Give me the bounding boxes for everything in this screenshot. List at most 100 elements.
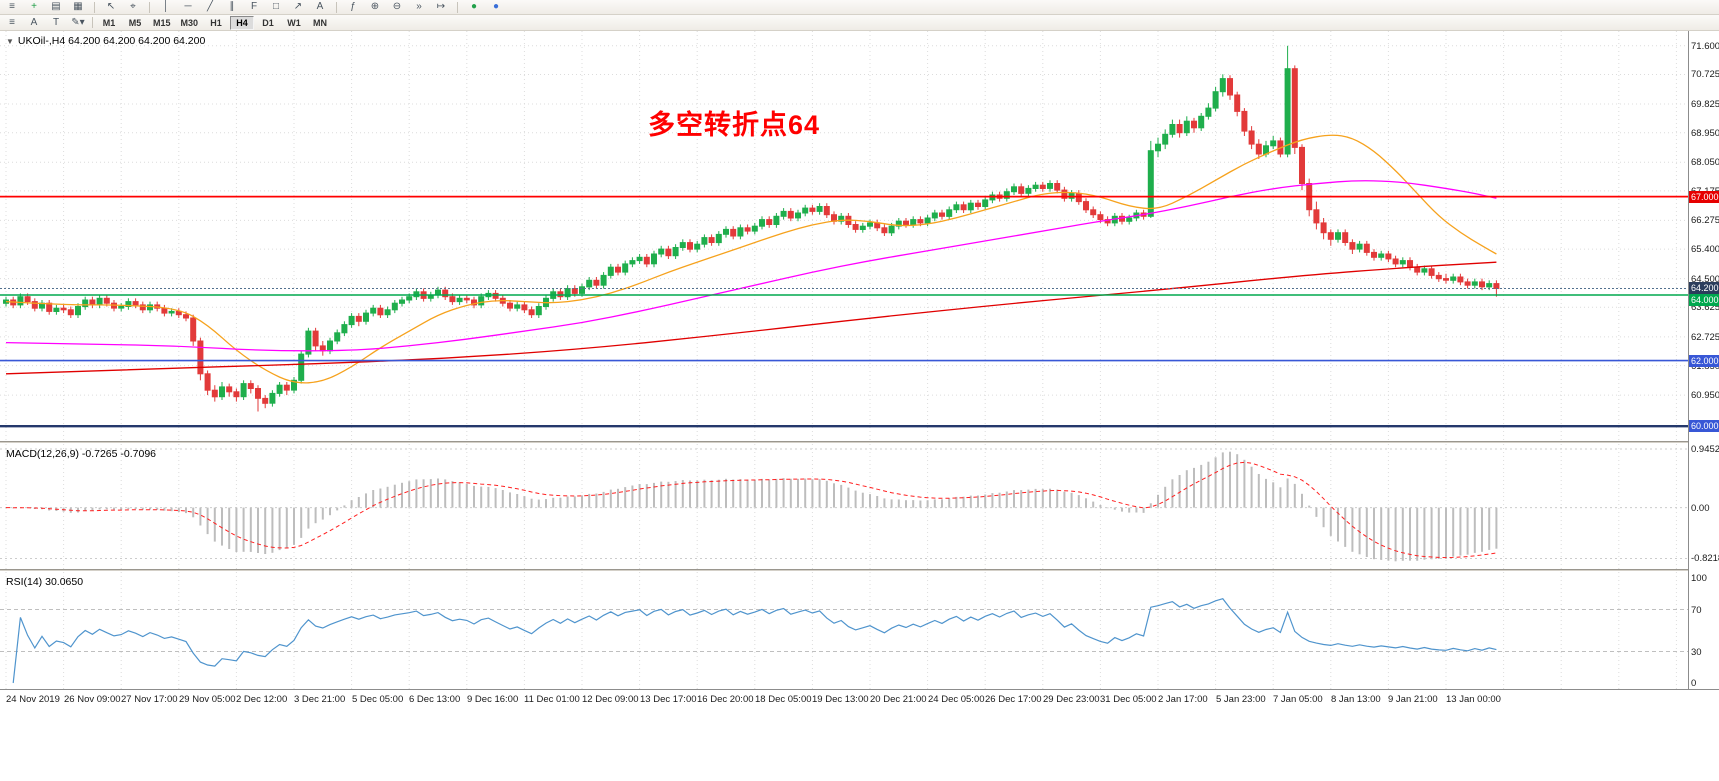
toolbar-draw-tools: ≡ A T ✎▾ — [2, 16, 88, 29]
tf-button-d1[interactable]: D1 — [256, 16, 280, 30]
tf-button-m1[interactable]: M1 — [97, 16, 121, 30]
pane-separator-rsi[interactable] — [0, 569, 1719, 572]
time-axis-label: 12 Dec 09:00 — [582, 694, 639, 705]
rsi-tick-label: 70 — [1691, 605, 1702, 616]
ma-fast-orange-line — [5, 134, 1497, 384]
profiles-icon[interactable]: ▦ — [68, 1, 88, 14]
time-axis-label: 24 Nov 2019 — [6, 694, 60, 705]
price-level-tag-67.000[interactable]: 67.000 — [1689, 191, 1719, 203]
menu-icon[interactable]: ≡ — [2, 1, 22, 14]
grid — [0, 572, 1688, 689]
time-axis-label: 8 Jan 13:00 — [1331, 694, 1381, 705]
tf-button-m30[interactable]: M30 — [177, 16, 203, 30]
price-tick-label: 71.600 — [1691, 41, 1719, 52]
objects-list-icon[interactable]: ≡ — [2, 16, 22, 29]
time-axis-label: 19 Dec 13:00 — [812, 694, 869, 705]
chart-window-icon[interactable]: ▤ — [46, 1, 66, 14]
macd-histogram — [12, 451, 1498, 562]
new-chart-icon[interactable]: + — [24, 1, 44, 14]
trendline-icon[interactable]: ╱ — [200, 1, 220, 14]
arrow-objects-icon[interactable]: ↗ — [288, 1, 308, 14]
price-tick-label: 68.050 — [1691, 157, 1719, 168]
time-axis-label: 7 Jan 05:00 — [1273, 694, 1323, 705]
fibonacci-icon[interactable]: F — [244, 1, 264, 14]
time-axis-label: 3 Dec 21:00 — [294, 694, 346, 705]
price-level-tag-64.200[interactable]: 64.200 — [1689, 282, 1719, 294]
toolbar-separator — [336, 1, 337, 13]
main-chart-canvas[interactable] — [0, 31, 1688, 441]
pane-separator-macd[interactable] — [0, 441, 1719, 444]
auto-scroll-icon[interactable]: » — [409, 1, 429, 14]
time-axis-label: 31 Dec 05:00 — [1100, 694, 1157, 705]
tf-button-h4[interactable]: H4 — [230, 15, 255, 30]
cursor-icon[interactable]: ↖ — [101, 1, 121, 14]
time-axis-label: 27 Nov 17:00 — [121, 694, 178, 705]
symbol-name: UKOil-,H4 — [17, 35, 66, 47]
toolbar-separator — [149, 1, 150, 13]
toolbar-separator — [92, 17, 93, 28]
text-icon[interactable]: A — [310, 1, 330, 14]
crosshair-icon[interactable]: ⌖ — [123, 1, 143, 14]
timeframe-buttons: M1 M5 M15 M30 H1 H4 D1 W1 MN — [97, 15, 332, 30]
rsi-indicator-label: RSI(14) 30.0650 — [6, 576, 84, 588]
time-axis[interactable]: 24 Nov 2019 26 Nov 09:00 27 Nov 17:00 29 No… — [0, 689, 1719, 712]
rsi-line — [12, 598, 1497, 684]
toolbar-timeframes: ≡ A T ✎▾ M1 M5 M15 M30 H1 H4 D1 W1 MN — [0, 15, 1719, 31]
one-click-trading-arrow[interactable]: ▼ — [6, 37, 14, 46]
tf-button-w1[interactable]: W1 — [282, 16, 306, 30]
vertical-line-icon[interactable]: │ — [156, 1, 176, 14]
time-axis-label: 29 Nov 05:00 — [179, 694, 236, 705]
chart-region: ▼ UKOil-,H4 64.200 64.200 64.200 64.200 多… — [0, 31, 1719, 712]
text-t-icon[interactable]: T — [46, 16, 66, 29]
macd-tick-label: 0.9452 — [1691, 444, 1719, 455]
tf-button-h1[interactable]: H1 — [204, 16, 228, 30]
tf-button-m5[interactable]: M5 — [123, 16, 147, 30]
expert-advisors-icon[interactable]: ● — [486, 1, 506, 14]
zoom-out-icon[interactable]: ⊖ — [387, 1, 407, 14]
time-axis-label: 9 Dec 16:00 — [467, 694, 519, 705]
time-axis-label: 29 Dec 23:00 — [1043, 694, 1100, 705]
ohlc-values: 64.200 64.200 64.200 64.200 — [68, 35, 206, 47]
tf-button-m15[interactable]: M15 — [149, 16, 175, 30]
time-axis-label: 5 Dec 05:00 — [352, 694, 404, 705]
price-level-tag-62.000[interactable]: 62.000 — [1689, 355, 1719, 367]
time-axis-label: 16 Dec 20:00 — [697, 694, 754, 705]
rsi-pane-canvas[interactable] — [0, 572, 1688, 689]
zoom-in-icon[interactable]: ⊕ — [365, 1, 385, 14]
price-tick-label: 64.500 — [1691, 274, 1719, 285]
time-axis-label: 26 Nov 09:00 — [64, 694, 121, 705]
draw-pencil-icon[interactable]: ✎▾ — [68, 16, 88, 29]
macd-signal-line — [5, 461, 1497, 559]
shapes-icon[interactable]: □ — [266, 1, 286, 14]
grid — [0, 444, 1688, 569]
price-level-tag-64.000[interactable]: 64.000 — [1689, 294, 1719, 306]
macd-indicator-label: MACD(12,26,9) -0.7265 -0.7096 — [6, 448, 157, 460]
macd-pane-canvas[interactable] — [0, 444, 1688, 569]
price-tick-label: 60.950 — [1691, 390, 1719, 401]
new-order-icon[interactable]: ● — [464, 1, 484, 14]
time-axis-label: 18 Dec 05:00 — [755, 694, 812, 705]
price-tick-label: 68.950 — [1691, 128, 1719, 139]
symbol-ohlc-label: ▼ UKOil-,H4 64.200 64.200 64.200 64.200 — [6, 35, 205, 47]
price-tick-label: 65.400 — [1691, 244, 1719, 255]
toolbar-separator — [457, 1, 458, 13]
price-scale[interactable]: 71.60070.72569.82568.95068.05067.17566.2… — [1688, 31, 1719, 689]
macd-tick-label: -0.8218 — [1691, 553, 1719, 564]
price-tick-label: 66.275 — [1691, 215, 1719, 226]
text-a-icon[interactable]: A — [24, 16, 44, 29]
chart-shift-icon[interactable]: ↦ — [431, 1, 451, 14]
channel-icon[interactable]: ∥ — [222, 1, 242, 14]
horizontal-line-icon[interactable]: ─ — [178, 1, 198, 14]
chart-annotation-text[interactable]: 多空转折点64 — [648, 110, 821, 140]
time-axis-label: 24 Dec 05:00 — [928, 694, 985, 705]
indicators-icon[interactable]: ƒ — [343, 1, 363, 14]
grid — [0, 31, 1688, 441]
tf-button-mn[interactable]: MN — [308, 16, 332, 30]
price-level-tag-60.000[interactable]: 60.000 — [1689, 420, 1719, 432]
price-tick-label: 62.725 — [1691, 332, 1719, 343]
price-tick-label: 63.625 — [1691, 302, 1719, 313]
price-tick-label: 69.825 — [1691, 99, 1719, 110]
